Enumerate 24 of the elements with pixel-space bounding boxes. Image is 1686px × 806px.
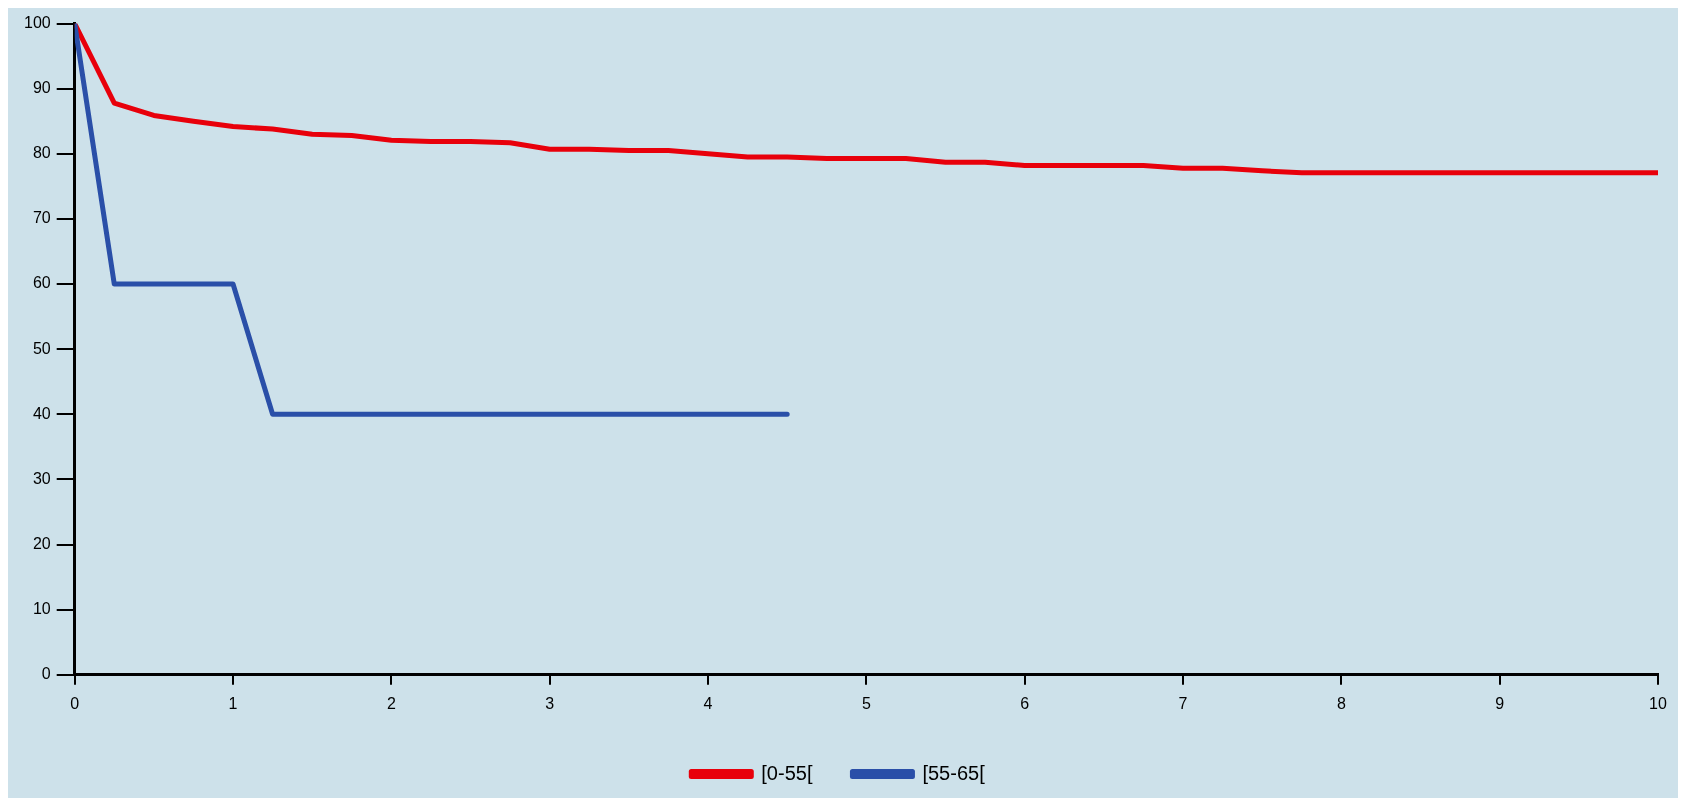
x-tick-label: 0 <box>70 694 80 712</box>
y-tick-label: 80 <box>32 144 51 162</box>
y-tick-label: 10 <box>32 600 51 618</box>
y-tick-label: 20 <box>32 534 51 552</box>
y-tick-label: 90 <box>32 79 51 97</box>
x-tick-label: 10 <box>1649 694 1667 712</box>
x-tick-label: 8 <box>1336 694 1346 712</box>
x-tick-label: 3 <box>545 694 555 712</box>
y-tick-label: 0 <box>41 665 51 683</box>
y-tick-label: 40 <box>32 404 51 422</box>
legend-label: [55-65[ <box>922 761 986 784</box>
legend-label: [0-55[ <box>761 761 813 784</box>
y-tick-label: 70 <box>32 209 51 227</box>
x-tick-label: 1 <box>228 694 238 712</box>
x-tick-label: 6 <box>1020 694 1030 712</box>
x-tick-label: 7 <box>1178 694 1188 712</box>
y-tick-label: 60 <box>32 274 51 292</box>
y-tick-label: 50 <box>32 339 51 357</box>
x-tick-label: 5 <box>861 694 871 712</box>
x-tick-label: 4 <box>703 694 713 712</box>
x-tick-label: 2 <box>386 694 396 712</box>
y-tick-label: 100 <box>23 14 51 32</box>
x-tick-label: 9 <box>1495 694 1505 712</box>
y-tick-label: 30 <box>32 469 51 487</box>
